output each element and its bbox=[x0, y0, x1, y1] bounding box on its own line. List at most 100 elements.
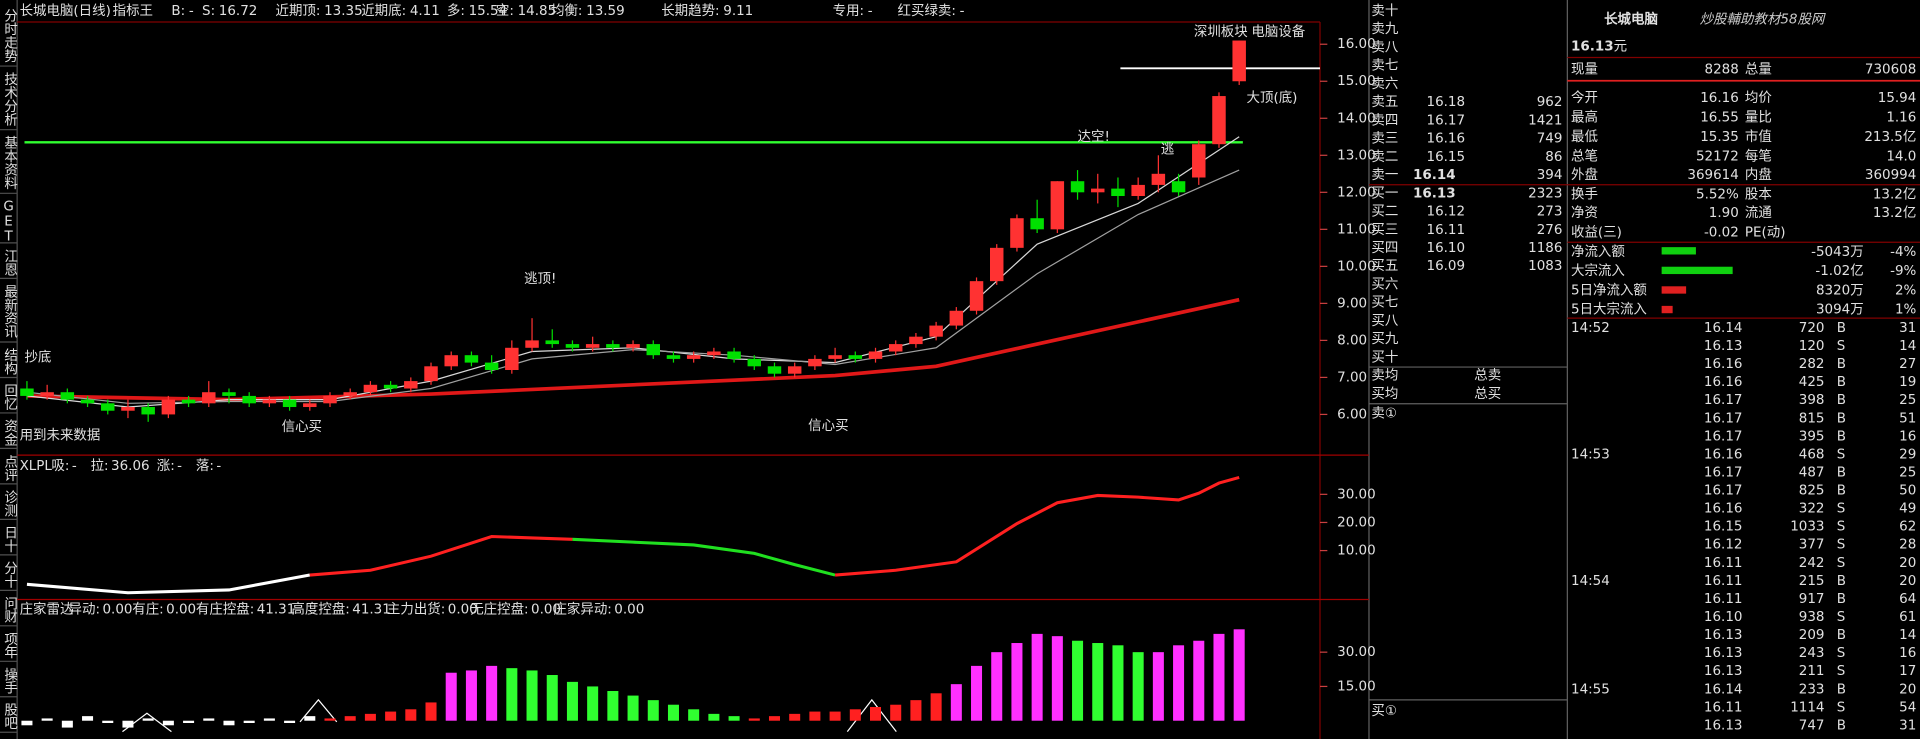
candle-body bbox=[1050, 181, 1065, 230]
radar-bar bbox=[768, 716, 780, 721]
y-tick-label: 12.00 bbox=[1337, 185, 1376, 200]
side-tab: 股吧 bbox=[1, 703, 18, 730]
text-part: 涨: bbox=[157, 458, 175, 474]
side-tab: 回忆 bbox=[1, 384, 18, 411]
text-part: 高度控盘: bbox=[291, 600, 349, 617]
text-part: 15.54 bbox=[469, 4, 508, 19]
tick-count: 16 bbox=[1899, 646, 1916, 661]
tick-side: S bbox=[1837, 538, 1846, 553]
tick-price: 16.16 bbox=[1704, 357, 1743, 372]
annotation: 抄底 bbox=[24, 349, 51, 365]
side-tab: GET bbox=[1, 199, 16, 244]
radar-signal bbox=[846, 698, 897, 733]
y-tick-label: 7.00 bbox=[1337, 370, 1367, 385]
side-tab: 操手 bbox=[1, 667, 18, 694]
candle-body bbox=[666, 355, 681, 359]
quote-value: 16.55 bbox=[1700, 110, 1739, 125]
tick-count: 62 bbox=[1899, 520, 1916, 535]
tick-side: S bbox=[1837, 664, 1846, 679]
book-volume: 1421 bbox=[1528, 113, 1562, 128]
quote-label: 换手 bbox=[1571, 187, 1598, 203]
book-label: 卖九 bbox=[1371, 21, 1398, 37]
y-tick-label: 10.00 bbox=[1337, 544, 1376, 559]
candle-body bbox=[1151, 173, 1166, 185]
radar-bar bbox=[950, 684, 962, 721]
radar-bar bbox=[708, 713, 720, 721]
tick-price: 16.13 bbox=[1704, 718, 1743, 733]
radar-bar bbox=[405, 709, 417, 721]
quote-label: 市值 bbox=[1745, 128, 1772, 145]
quote-label: 量比 bbox=[1745, 109, 1772, 125]
tick-side: S bbox=[1837, 502, 1846, 517]
book-summary: 总买 bbox=[1474, 386, 1501, 402]
book-label: 卖十 bbox=[1371, 3, 1398, 19]
candle-body bbox=[1091, 188, 1105, 193]
tick-volume: 282 bbox=[1799, 357, 1825, 372]
book-label: 买五 bbox=[1371, 258, 1398, 274]
indicator-name: 指标王 bbox=[113, 3, 153, 19]
quote-label: 均价 bbox=[1745, 90, 1772, 106]
flow-bar bbox=[1661, 286, 1687, 294]
book-label: 卖三 bbox=[1371, 131, 1398, 147]
candle-body bbox=[505, 347, 519, 371]
flow-pct: -4% bbox=[1890, 245, 1916, 260]
tick-price: 16.17 bbox=[1704, 484, 1743, 499]
header-field: S: 16.72 bbox=[202, 4, 257, 19]
text-part: 0.00 bbox=[166, 602, 196, 617]
candle-body bbox=[181, 399, 196, 404]
side-tab: 分时走势 bbox=[1, 8, 18, 63]
tick-count: 25 bbox=[1899, 393, 1916, 408]
header-field: 长期趋势: 9.11 bbox=[661, 3, 753, 19]
tick-price: 16.13 bbox=[1704, 646, 1743, 661]
y-tick-label: 6.00 bbox=[1337, 407, 1367, 422]
tick-count: 28 bbox=[1899, 538, 1916, 553]
tick-count: 20 bbox=[1899, 574, 1916, 589]
text-part: 16.13 bbox=[1571, 39, 1614, 54]
indicator-line bbox=[834, 475, 1240, 577]
tick-price: 16.15 bbox=[1704, 520, 1743, 535]
candle-body bbox=[20, 388, 34, 396]
indicator-line bbox=[309, 534, 573, 577]
radar-bar bbox=[587, 686, 599, 721]
panel-field: 吸: - bbox=[51, 459, 76, 474]
radar-bar bbox=[1152, 652, 1164, 721]
watermark: 炒股輔助教材58股网 bbox=[1700, 12, 1826, 28]
candle-body bbox=[1171, 181, 1186, 193]
tick-side: B bbox=[1837, 375, 1846, 390]
quote-label: 内盘 bbox=[1745, 166, 1772, 183]
candle-body bbox=[404, 381, 418, 389]
flow-value: 3094万 bbox=[1816, 303, 1864, 318]
text-part: 拉: bbox=[91, 458, 109, 474]
text-part: 41.31 bbox=[257, 602, 296, 617]
radar-bar bbox=[1213, 633, 1225, 721]
radar-bar bbox=[263, 718, 275, 721]
candle-body bbox=[727, 351, 741, 359]
quote-value: 8288 bbox=[1705, 63, 1739, 78]
radar-bar bbox=[162, 720, 174, 726]
panel-field: 拉: 36.06 bbox=[91, 458, 150, 474]
tick-volume: 377 bbox=[1799, 538, 1825, 553]
text-part: 主力出货: bbox=[387, 600, 445, 617]
text-part: 13.59 bbox=[586, 4, 625, 19]
tick-price: 16.11 bbox=[1704, 574, 1743, 589]
header-field: B: - bbox=[171, 4, 193, 19]
tick-price: 16.13 bbox=[1704, 628, 1743, 643]
radar-bar bbox=[546, 675, 558, 721]
text-part: 0.00 bbox=[102, 602, 132, 617]
book-price: 16.11 bbox=[1427, 223, 1466, 238]
tick-price: 16.11 bbox=[1704, 700, 1743, 715]
radar-bar bbox=[728, 716, 740, 721]
book-volume: 1186 bbox=[1528, 241, 1562, 256]
tick-volume: 243 bbox=[1799, 646, 1825, 661]
flow-value: -1.02亿 bbox=[1815, 263, 1863, 279]
panel-field: 主力出货: 0.00 bbox=[387, 600, 478, 617]
radar-bar bbox=[991, 652, 1003, 721]
book-label: 卖六 bbox=[1371, 76, 1398, 92]
tick-side: B bbox=[1837, 628, 1846, 643]
annotation: 达空! bbox=[1078, 129, 1110, 145]
text-part: 长期趋势: bbox=[661, 3, 719, 19]
radar-bar bbox=[910, 700, 922, 721]
candle-body bbox=[161, 399, 176, 415]
book-summary: 总卖 bbox=[1474, 368, 1501, 384]
